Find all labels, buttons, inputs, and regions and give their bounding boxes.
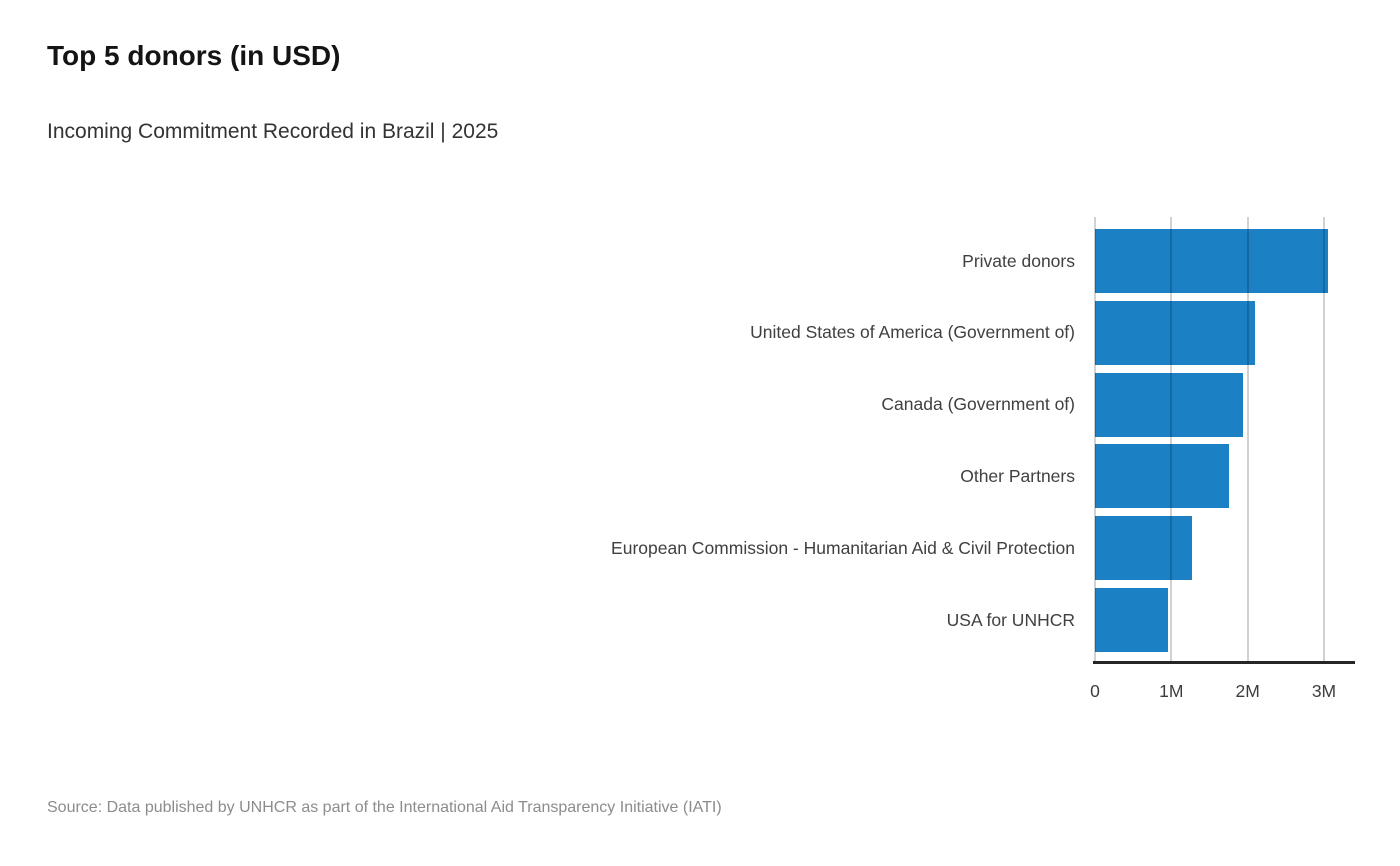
gridline bbox=[1170, 217, 1173, 661]
gridline bbox=[1094, 217, 1096, 661]
gridline bbox=[1322, 217, 1325, 661]
bar[interactable] bbox=[1095, 516, 1192, 581]
x-axis-ticks: 0 1M 2M 3M bbox=[1090, 681, 1353, 707]
bar[interactable] bbox=[1095, 588, 1168, 652]
bar[interactable] bbox=[1095, 300, 1256, 365]
chart-subtitle: Incoming Commitment Recorded in Brazil |… bbox=[47, 120, 499, 143]
x-tick-label: 2M bbox=[1235, 681, 1260, 701]
x-tick-label: 1M bbox=[1159, 681, 1184, 701]
label-column: Private donors United States of America (… bbox=[0, 217, 1075, 663]
source-note: Source: Data published by UNHCR as part … bbox=[47, 799, 722, 816]
bar-label: United States of America (Government of) bbox=[750, 322, 1075, 343]
plot-area bbox=[1093, 217, 1355, 664]
x-tick-label: 0 bbox=[1090, 681, 1100, 701]
bar[interactable] bbox=[1095, 229, 1328, 293]
bar-label: European Commission - Humanitarian Aid &… bbox=[611, 537, 1075, 558]
bar[interactable] bbox=[1095, 444, 1229, 509]
chart-title: Top 5 donors (in USD) bbox=[47, 40, 341, 71]
bar-chart: Private donors United States of America (… bbox=[0, 217, 1400, 701]
bar-label: USA for UNHCR bbox=[946, 609, 1075, 630]
bar-label: Private donors bbox=[962, 250, 1075, 271]
gridline bbox=[1246, 217, 1249, 661]
x-axis-line bbox=[1093, 661, 1355, 664]
bar-label: Other Partners bbox=[960, 465, 1075, 486]
bar[interactable] bbox=[1095, 372, 1244, 437]
x-tick-label: 3M bbox=[1311, 681, 1337, 701]
bar-label: Canada (Government of) bbox=[881, 394, 1075, 415]
